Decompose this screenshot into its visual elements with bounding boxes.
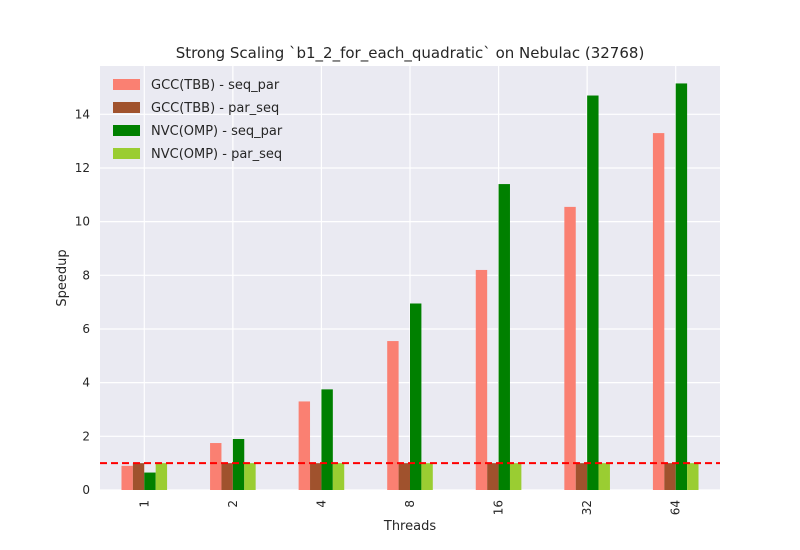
y-tick-label: 14 bbox=[75, 107, 90, 121]
x-tick-label: 2 bbox=[226, 500, 240, 508]
x-tick-label: 16 bbox=[492, 500, 506, 515]
bar bbox=[687, 463, 699, 490]
bar bbox=[675, 83, 688, 490]
y-tick-label: 6 bbox=[82, 322, 90, 336]
chart-title: Strong Scaling `b1_2_for_each_quadratic`… bbox=[176, 44, 645, 63]
y-tick-label: 8 bbox=[82, 268, 90, 282]
bar bbox=[410, 303, 422, 490]
bar bbox=[321, 389, 333, 490]
x-axis-label: Threads bbox=[383, 519, 436, 534]
x-tick-label: 64 bbox=[669, 500, 683, 515]
bar bbox=[575, 463, 588, 490]
bar bbox=[210, 443, 222, 490]
x-tick-label: 8 bbox=[403, 500, 417, 508]
bar bbox=[155, 463, 168, 490]
bar bbox=[144, 472, 156, 490]
x-tick-label: 4 bbox=[314, 500, 328, 508]
legend-swatch bbox=[113, 125, 140, 136]
bar bbox=[487, 463, 499, 490]
legend-swatch bbox=[113, 148, 140, 159]
bar bbox=[652, 133, 665, 490]
bar bbox=[310, 463, 322, 490]
legend-swatch bbox=[113, 102, 140, 113]
legend: GCC(TBB) - seq_par GCC(TBB) - par_seq NVC(… bbox=[113, 78, 283, 162]
y-axis-ticks: 0 2 4 6 8 10 12 14 bbox=[75, 107, 90, 497]
bar bbox=[498, 184, 510, 491]
legend-label: GCC(TBB) - seq_par bbox=[151, 78, 280, 93]
y-tick-label: 4 bbox=[82, 376, 90, 390]
x-axis-ticks: 1 2 4 8 16 32 64 bbox=[137, 500, 682, 515]
bar bbox=[587, 95, 599, 491]
bar bbox=[564, 206, 576, 490]
bar bbox=[132, 463, 145, 490]
bar bbox=[598, 463, 610, 490]
bar bbox=[421, 463, 433, 490]
bar bbox=[232, 439, 245, 490]
bar bbox=[121, 465, 133, 490]
legend-label: GCC(TBB) - par_seq bbox=[151, 101, 279, 116]
bar bbox=[387, 341, 399, 490]
legend-label: NVC(OMP) - seq_par bbox=[151, 124, 283, 139]
y-axis-label: Speedup bbox=[55, 249, 70, 306]
bar bbox=[332, 463, 345, 490]
y-tick-label: 0 bbox=[82, 483, 90, 497]
y-tick-label: 2 bbox=[82, 429, 90, 443]
x-tick-label: 1 bbox=[137, 500, 151, 508]
bar bbox=[509, 463, 522, 490]
x-tick-label: 32 bbox=[580, 500, 594, 515]
legend-swatch bbox=[113, 79, 140, 90]
legend-label: NVC(OMP) - par_seq bbox=[151, 147, 282, 162]
bar bbox=[664, 463, 676, 490]
bar bbox=[221, 463, 233, 490]
bar bbox=[398, 463, 410, 490]
y-tick-label: 12 bbox=[75, 161, 90, 175]
y-tick-label: 10 bbox=[75, 215, 90, 229]
bars bbox=[121, 83, 699, 491]
bar bbox=[475, 269, 488, 490]
bar bbox=[298, 401, 311, 490]
bar bbox=[244, 463, 256, 490]
